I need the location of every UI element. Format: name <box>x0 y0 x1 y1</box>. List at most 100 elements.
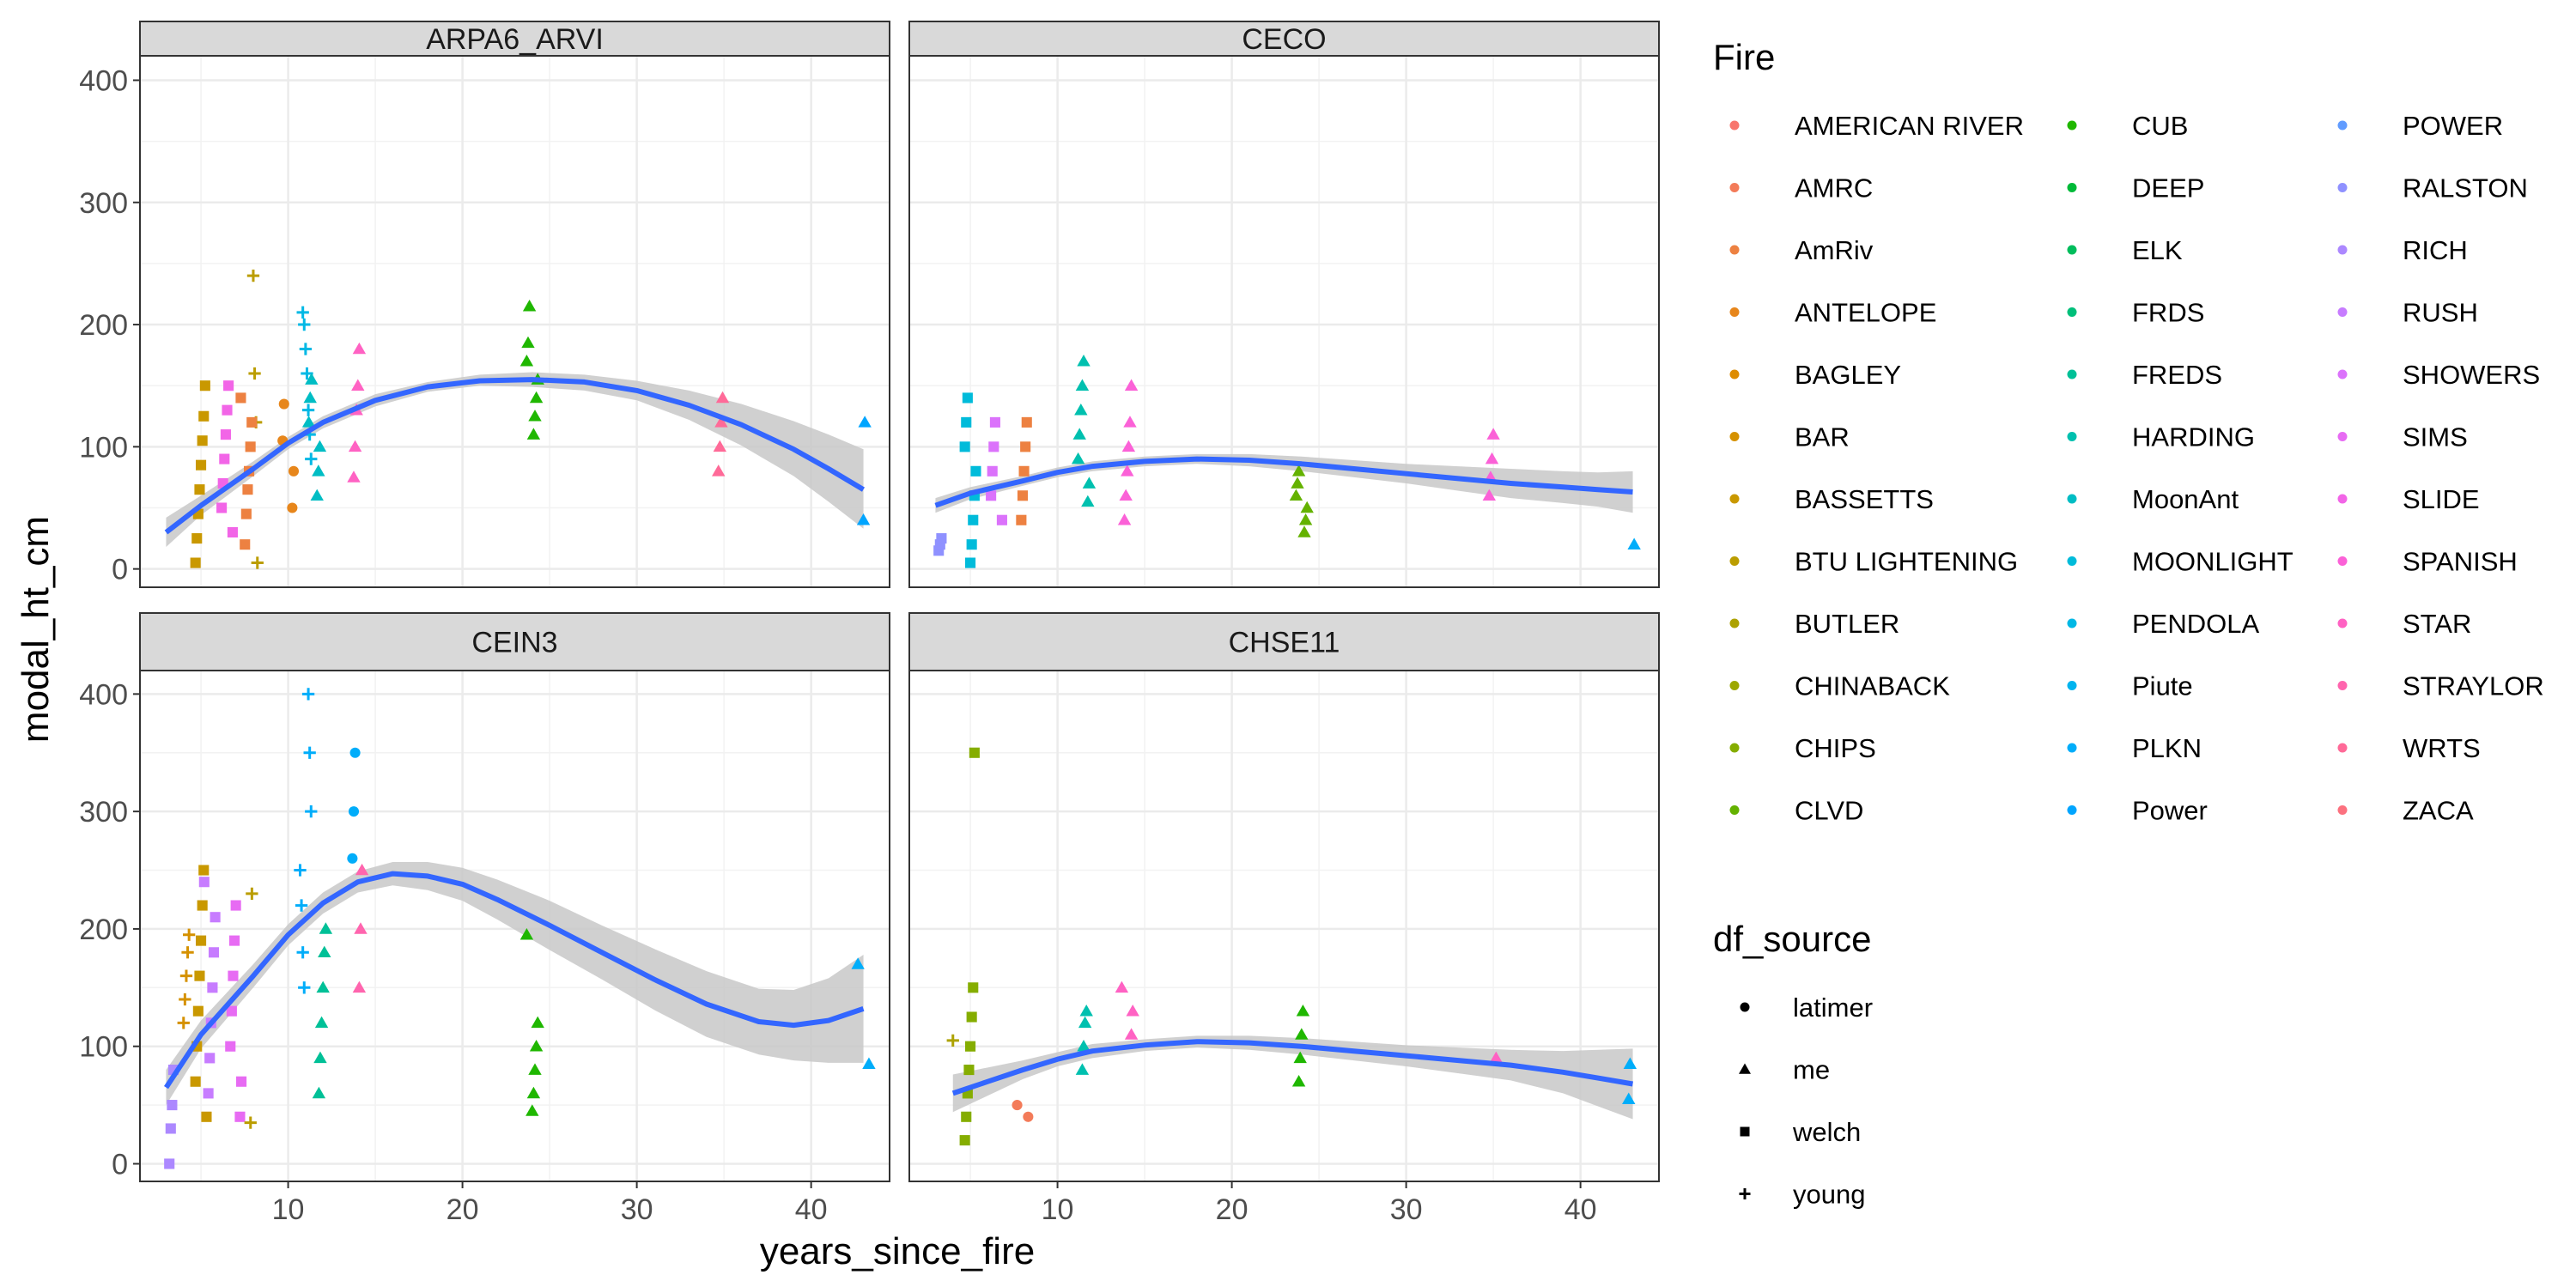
legend-key-dot <box>2337 618 2348 628</box>
legend-item-piute: Piute <box>2067 671 2193 701</box>
data-point <box>194 970 205 981</box>
data-point <box>352 342 367 355</box>
data-point <box>1077 1040 1091 1052</box>
y-tick-label: 100 <box>79 431 128 464</box>
data-point <box>234 1111 246 1122</box>
legend-item-cub: CUB <box>2067 111 2188 141</box>
legend-item-pendola: PENDOLA <box>2067 609 2259 639</box>
legend-key-dot <box>2067 369 2077 379</box>
data-point <box>296 306 309 319</box>
smooth-line <box>951 1039 1634 1096</box>
data-point <box>235 392 246 404</box>
data-point <box>1017 490 1029 501</box>
data-point <box>313 1051 327 1064</box>
legend-key-dot <box>2337 805 2348 815</box>
data-point <box>1018 465 1030 477</box>
legend-key-dot <box>1729 432 1740 441</box>
legend-key-dot <box>1729 183 1740 192</box>
data-point <box>1124 379 1139 391</box>
legend-label: RUSH <box>2403 298 2478 328</box>
data-point <box>201 1111 212 1122</box>
y-axis-title: modal_ht_cm <box>15 516 57 743</box>
legend-label: DEEP <box>2132 173 2204 203</box>
legend-key-dot <box>2337 432 2348 441</box>
data-point <box>191 533 203 544</box>
data-point <box>715 391 730 404</box>
data-point <box>299 343 313 355</box>
data-point <box>1298 513 1313 525</box>
data-point <box>229 935 240 946</box>
legend-item-amriv: AmRiv <box>1729 235 1874 265</box>
legend-label: STRAYLOR <box>2403 671 2544 701</box>
legend-label: ELK <box>2132 235 2183 265</box>
legend-item-chinaback: CHINABACK <box>1729 671 1950 701</box>
data-point <box>248 367 261 380</box>
data-point <box>313 440 327 452</box>
data-point <box>227 526 238 538</box>
data-point <box>1020 441 1031 452</box>
data-point <box>236 1076 247 1087</box>
legend-label: AmRiv <box>1795 235 1874 265</box>
data-point <box>1123 416 1137 428</box>
data-point <box>225 1041 236 1052</box>
data-point <box>1623 1057 1637 1069</box>
legend-key-dot <box>1729 743 1740 753</box>
legend-item-ralston: RALSTON <box>2337 173 2528 203</box>
legend-label: MOONLIGHT <box>2132 547 2293 577</box>
legend-label: BAGLEY <box>1795 360 1901 390</box>
data-point <box>1021 416 1032 428</box>
smooth-line <box>163 871 865 1090</box>
legend-key-dot <box>1729 681 1740 690</box>
data-point <box>1016 514 1027 525</box>
data-point <box>226 1005 237 1017</box>
legend-key-dot <box>1729 805 1740 815</box>
data-point <box>318 945 331 958</box>
data-point <box>179 969 193 982</box>
y-tick-label: 100 <box>79 1031 128 1064</box>
x-tick-label: 40 <box>1564 1193 1597 1226</box>
data-point <box>351 379 365 391</box>
data-point <box>251 556 264 569</box>
data-point <box>301 404 315 416</box>
x-tick-label: 40 <box>795 1193 828 1226</box>
legend-label: welch <box>1792 1117 1861 1147</box>
legend-item-rush: RUSH <box>2337 298 2478 328</box>
legend-key-dot <box>2337 307 2348 317</box>
data-point <box>301 367 313 380</box>
data-point <box>244 1116 257 1129</box>
data-point <box>996 514 1007 525</box>
data-point <box>198 877 210 888</box>
data-point <box>528 1063 542 1075</box>
data-point <box>1300 501 1314 513</box>
data-point <box>959 441 970 452</box>
facet-strip-label: ARPA6_ARVI <box>426 23 604 56</box>
data-point <box>1082 477 1097 489</box>
legend-item-young: young <box>1739 1180 1865 1210</box>
data-point <box>1291 1075 1306 1087</box>
data-point <box>1074 403 1088 416</box>
data-point <box>713 440 727 452</box>
legend-key-dot <box>2337 681 2348 690</box>
data-point <box>529 1040 544 1052</box>
data-point <box>354 922 368 934</box>
data-point <box>968 514 979 525</box>
legend-label: RALSTON <box>2403 173 2528 203</box>
data-point <box>348 806 360 817</box>
data-point <box>966 1011 977 1023</box>
facet-strip <box>139 612 890 671</box>
data-point <box>246 416 258 428</box>
legend-title-fire: Fire <box>1713 37 1775 77</box>
legend-item-showers: SHOWERS <box>2337 360 2540 390</box>
legend-label: BTU LIGHTENING <box>1795 547 2018 577</box>
legend-label: young <box>1793 1180 1865 1210</box>
legend-key-dot <box>1729 307 1740 317</box>
facet-strip <box>139 21 890 57</box>
legend-key-dot <box>2067 681 2077 690</box>
data-point <box>862 1057 876 1069</box>
legend-key-plus <box>1739 1188 1751 1199</box>
data-point <box>298 318 311 331</box>
data-points <box>946 747 1637 1146</box>
legend-item-chips: CHIPS <box>1729 733 1876 763</box>
data-points <box>933 355 1641 568</box>
data-point <box>349 747 361 758</box>
